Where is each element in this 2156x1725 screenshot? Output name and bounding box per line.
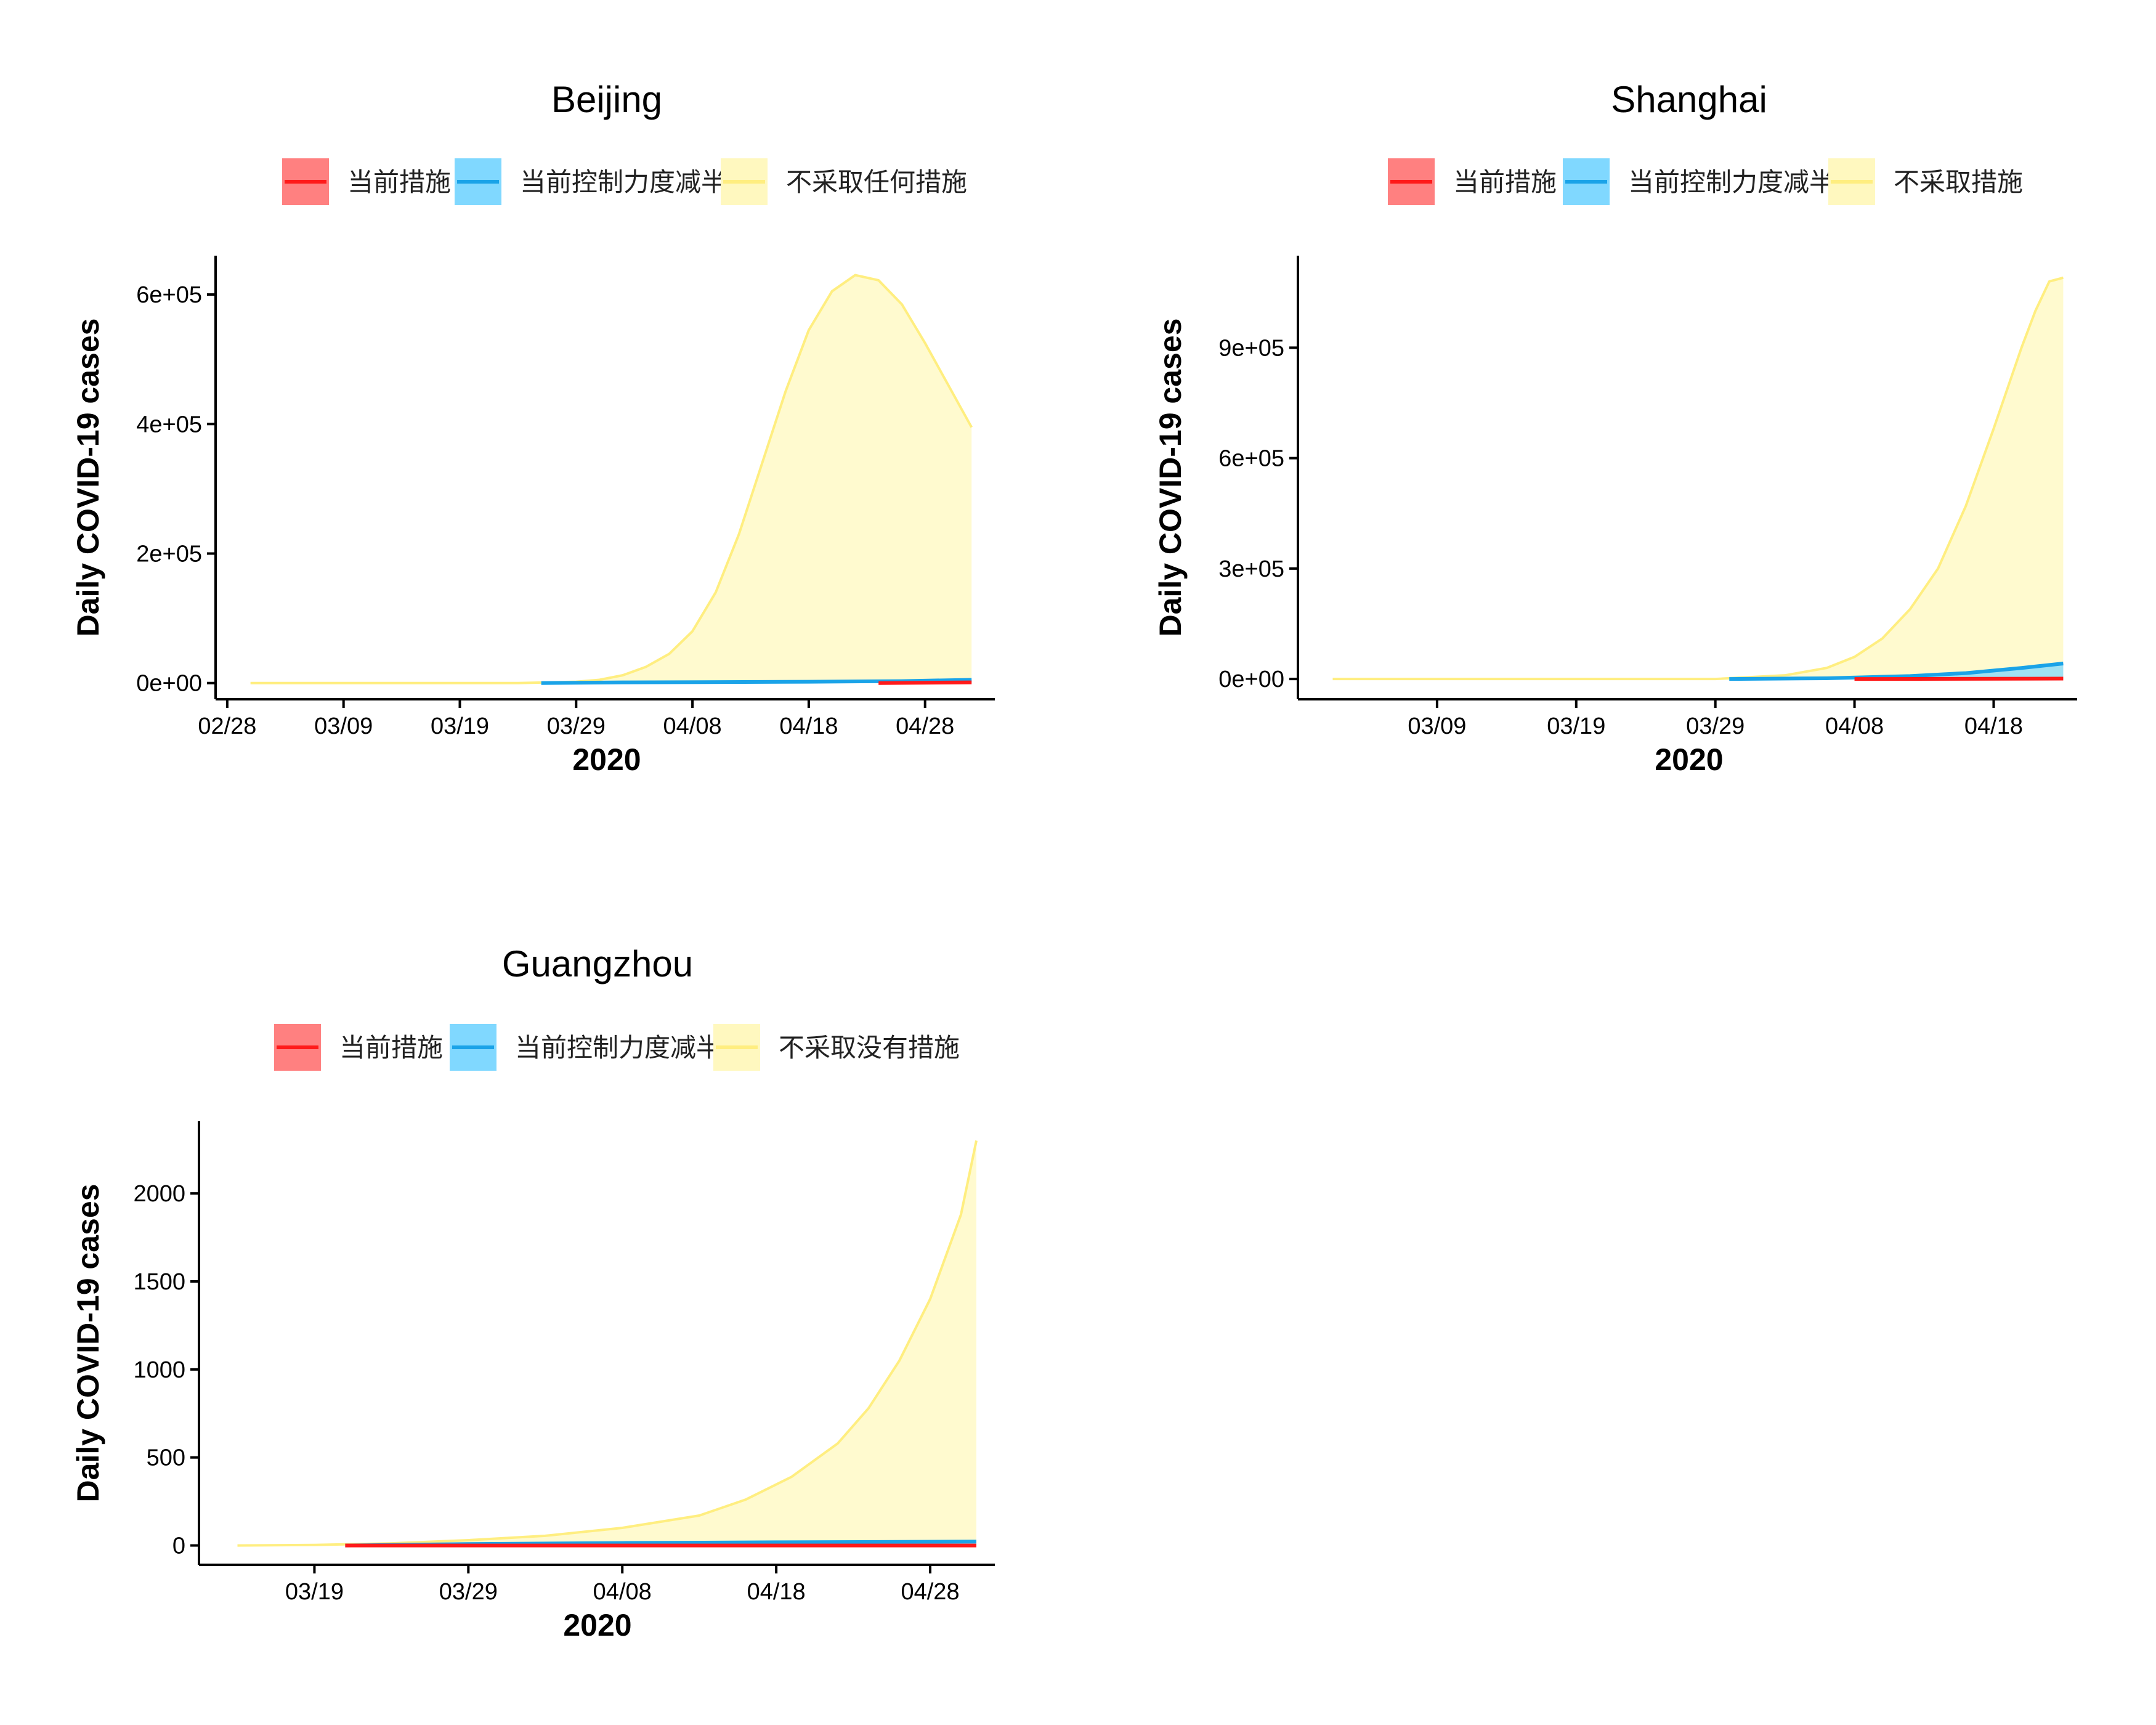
x-tick-label: 04/18 [1964, 713, 2023, 739]
legend-label-half: 当前控制力度减半 [515, 1033, 722, 1063]
y-tick-label: 500 [147, 1445, 185, 1471]
series-area-half [1729, 664, 2064, 680]
y-tick-label: 6e+05 [1218, 446, 1284, 472]
x-axis-label: 2020 [1655, 742, 1723, 777]
y-tick-label: 4e+05 [136, 412, 202, 437]
series-line-none [1332, 276, 2064, 681]
panel-title: Beijing [551, 79, 662, 120]
legend-label-none: 不采取措施 [1894, 167, 2023, 197]
y-axis-label: Daily COVID-19 cases [71, 1184, 105, 1503]
y-tick-label: 0 [172, 1533, 185, 1559]
series-line-half [1729, 662, 2064, 681]
series-line-current [1854, 676, 2064, 681]
legend-label-current: 当前措施 [1453, 167, 1557, 197]
y-tick-label: 1500 [133, 1269, 185, 1295]
legend-label-none: 不采取任何措施 [786, 167, 967, 197]
y-tick-label: 0e+00 [1218, 667, 1284, 692]
x-tick-label: 03/09 [1408, 713, 1466, 739]
x-tick-label: 03/19 [285, 1579, 344, 1605]
x-tick-label: 04/08 [663, 713, 722, 739]
x-tick-label: 04/28 [896, 713, 954, 739]
y-tick-label: 6e+05 [136, 282, 202, 308]
y-tick-label: 1000 [133, 1357, 185, 1383]
legend-label-current: 当前措施 [339, 1033, 443, 1063]
y-tick-label: 0e+00 [136, 671, 202, 697]
legend-label-half: 当前控制力度减半 [1628, 167, 1835, 197]
x-tick-label: 03/09 [314, 713, 373, 739]
y-tick-label: 2000 [133, 1181, 185, 1207]
legend-label-none: 不采取没有措施 [779, 1033, 960, 1063]
x-tick-label: 02/28 [198, 713, 256, 739]
series-line-none [250, 274, 973, 684]
chart-panel-guangzhou: Guangzhou 当前措施 当前控制力度减半 不采取没有措施 0 500 1000 1500… [71, 943, 995, 1642]
y-tick-label: 3e+05 [1218, 556, 1284, 582]
y-tick-label: 2e+05 [136, 542, 202, 567]
panel-title: Shanghai [1611, 79, 1767, 120]
x-tick-label: 03/29 [547, 713, 606, 739]
x-tick-label: 04/18 [779, 713, 838, 739]
y-axis-label: Daily COVID-19 cases [71, 319, 105, 637]
x-tick-label: 04/08 [593, 1579, 652, 1605]
series-area-none [237, 1140, 977, 1546]
panel-title: Guangzhou [502, 943, 693, 984]
x-axis-label: 2020 [572, 742, 641, 777]
chart-panel-shanghai: Shanghai 当前措施 当前控制力度减半 不采取措施 0e+00 3e+05 6e+05… [1153, 79, 2077, 777]
x-axis-label: 2020 [563, 1608, 631, 1642]
x-tick-label: 03/19 [431, 713, 489, 739]
legend-label-half: 当前控制力度减半 [520, 167, 727, 197]
y-axis-label: Daily COVID-19 cases [1153, 319, 1188, 637]
series-area-none [1332, 277, 2064, 680]
x-tick-label: 03/29 [1686, 713, 1745, 739]
x-tick-label: 04/18 [747, 1579, 806, 1605]
x-tick-label: 04/08 [1825, 713, 1884, 739]
x-tick-label: 03/29 [439, 1579, 498, 1605]
x-tick-label: 03/19 [1547, 713, 1605, 739]
chart-panel-beijing: Beijing 当前措施 当前控制力度减半 不采取任何措施 0e+00 2e+05 4e+0… [71, 79, 995, 777]
series-area-none [250, 275, 972, 683]
y-tick-label: 9e+05 [1218, 335, 1284, 361]
series-line-half [541, 678, 972, 685]
legend-label-current: 当前措施 [347, 167, 451, 197]
x-tick-label: 04/28 [901, 1579, 959, 1605]
series-line-none [237, 1140, 978, 1547]
